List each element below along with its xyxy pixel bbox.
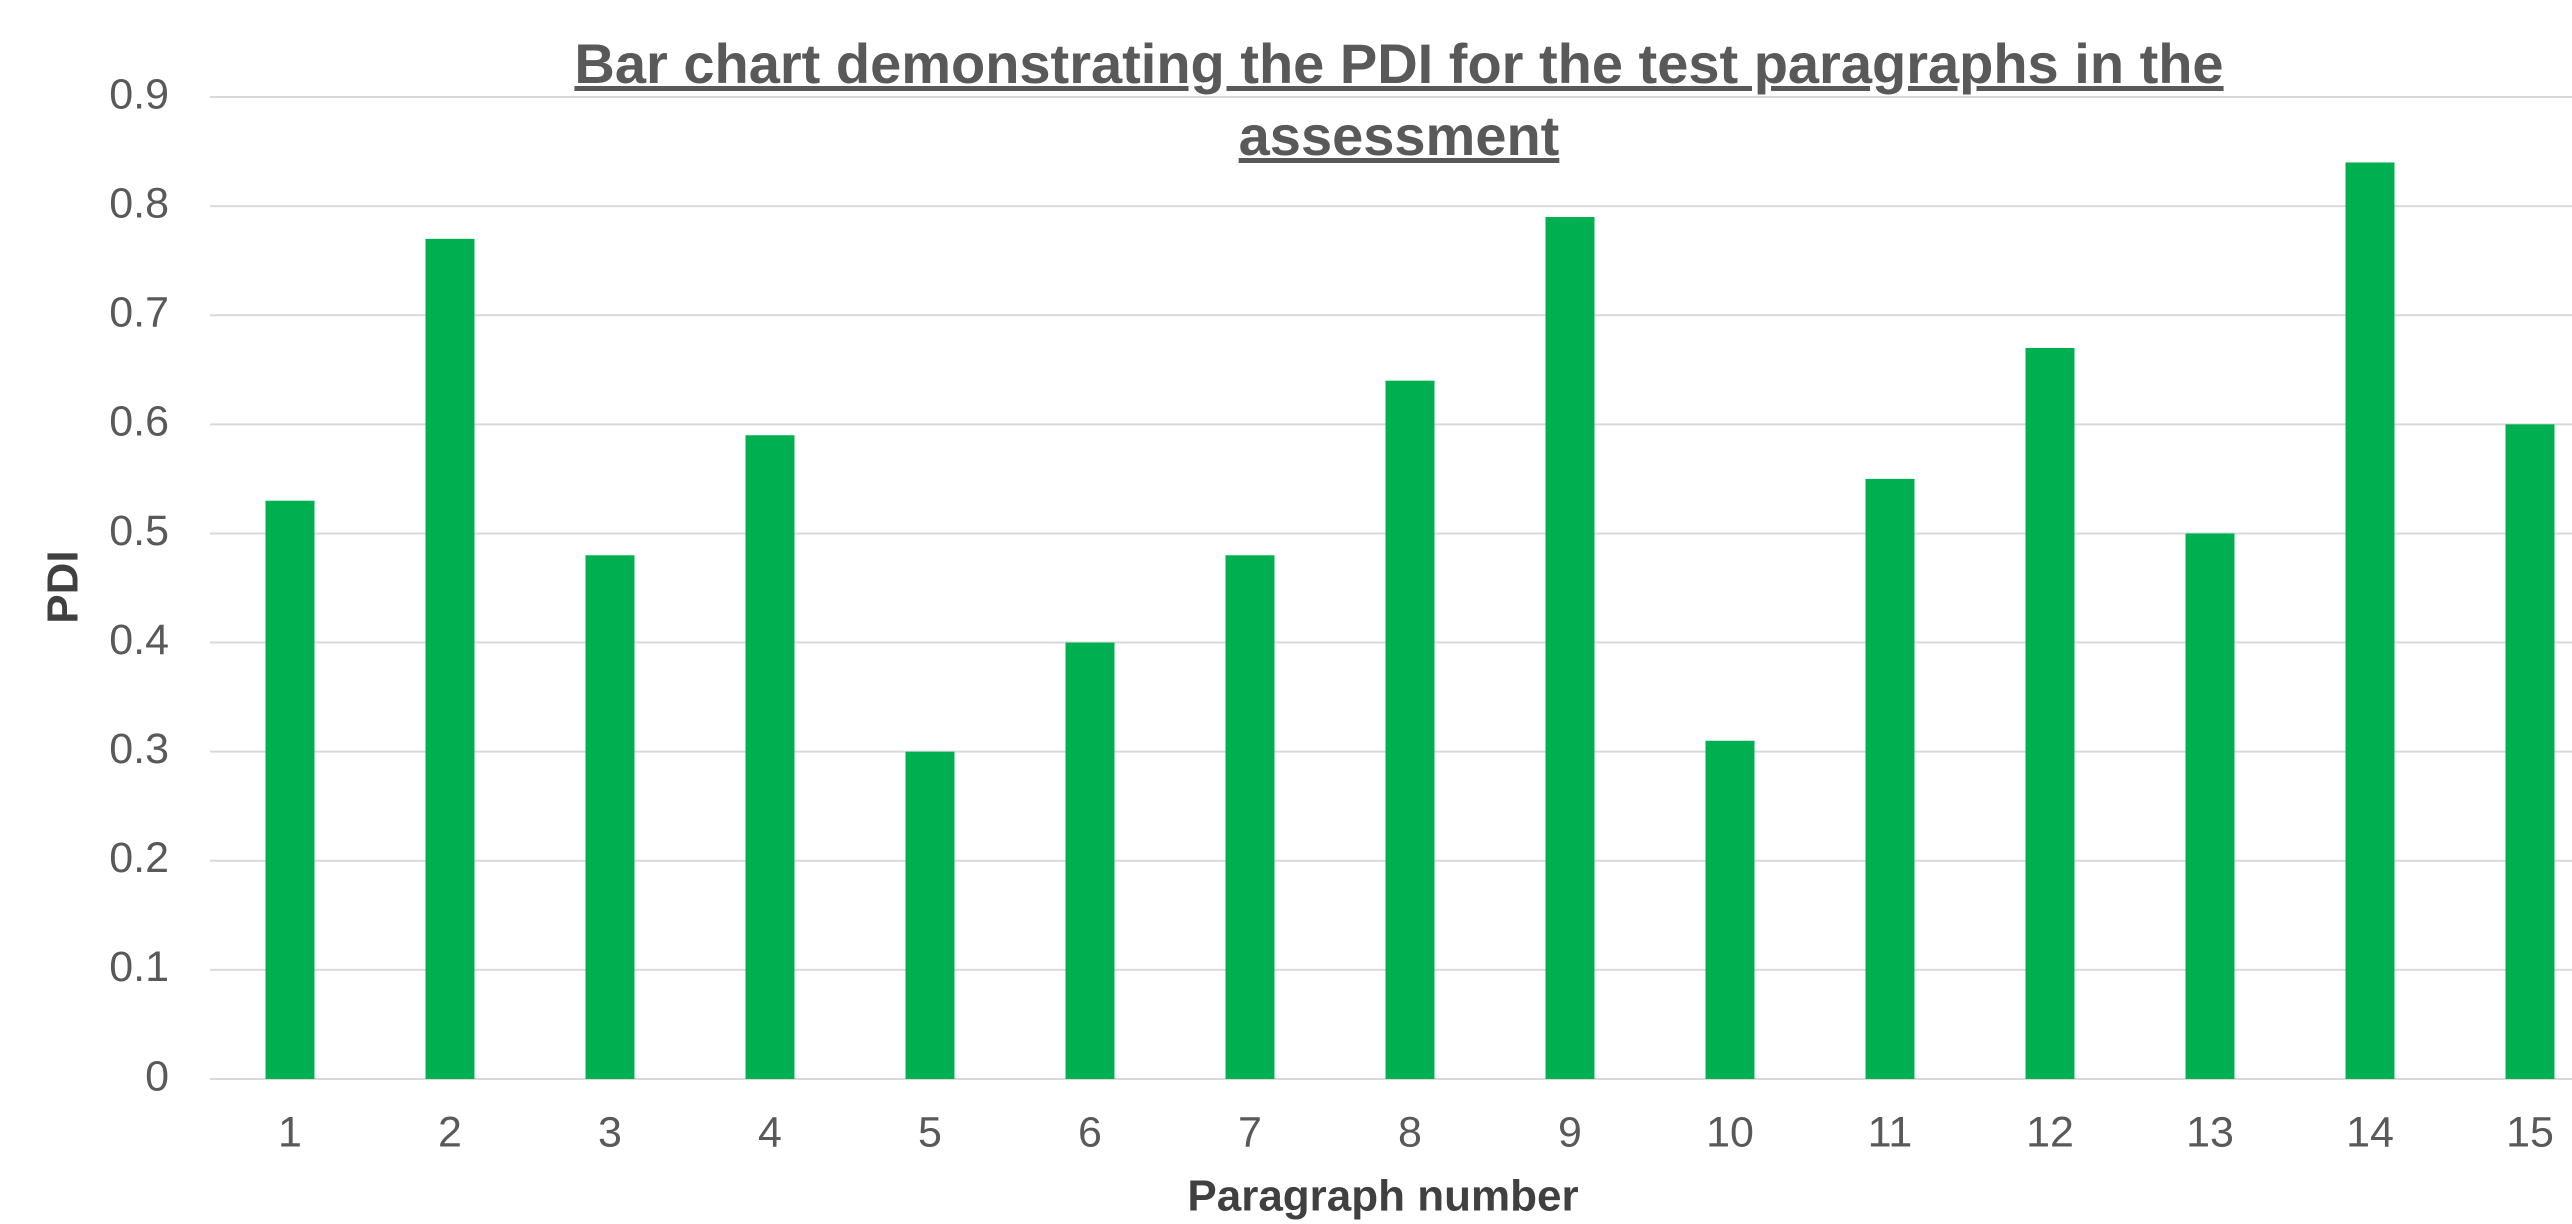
bar [2025,347,2075,1079]
bar [1705,740,1755,1079]
y-tick-label: 0.3 [109,725,169,773]
bar [2345,162,2395,1079]
x-tick-label: 6 [1078,1108,1102,1156]
y-tick-label: 0.4 [109,616,169,664]
y-axis-title: PDI [39,550,88,623]
x-tick-label: 10 [1706,1108,1754,1156]
x-tick-label: 3 [598,1108,622,1156]
bar [1225,555,1275,1079]
x-tick-label: 8 [1398,1108,1422,1156]
bar [2185,533,2235,1079]
bar [425,238,475,1079]
y-tick-label: 0.9 [109,70,169,118]
chart-title: Bar chart demonstrating the PDI for the … [574,32,2224,167]
y-tick-label: 0.8 [109,179,169,227]
x-tick-label: 13 [2186,1108,2234,1156]
x-tick-label: 5 [918,1108,942,1156]
x-tick-label: 15 [2506,1108,2554,1156]
y-tick-label: 0.6 [109,398,169,446]
x-tick-label: 7 [1238,1108,1262,1156]
bar [265,500,315,1079]
x-tick-label: 14 [2346,1108,2394,1156]
y-tick-label: 0.5 [109,507,169,555]
bar [1385,380,1435,1079]
x-tick-label: 12 [2026,1108,2074,1156]
bar [2505,424,2555,1079]
bar [585,555,635,1079]
x-tick-label: 11 [1868,1108,1913,1156]
bar [745,435,795,1079]
y-tick-label: 0.2 [109,834,169,882]
bar [905,751,955,1079]
x-tick-label: 9 [1558,1108,1582,1156]
x-tick-label: 4 [758,1108,782,1156]
bar [1865,478,1915,1079]
x-tick-label: 2 [438,1108,462,1156]
y-tick-label: 0.1 [109,943,169,991]
x-tick-label: 1 [278,1108,302,1156]
y-tick-label: 0 [145,1052,169,1100]
bar [1545,217,1595,1079]
x-axis-title: Paragraph number [1187,1172,1578,1221]
y-tick-label: 0.7 [109,289,169,337]
bar [1065,642,1115,1079]
